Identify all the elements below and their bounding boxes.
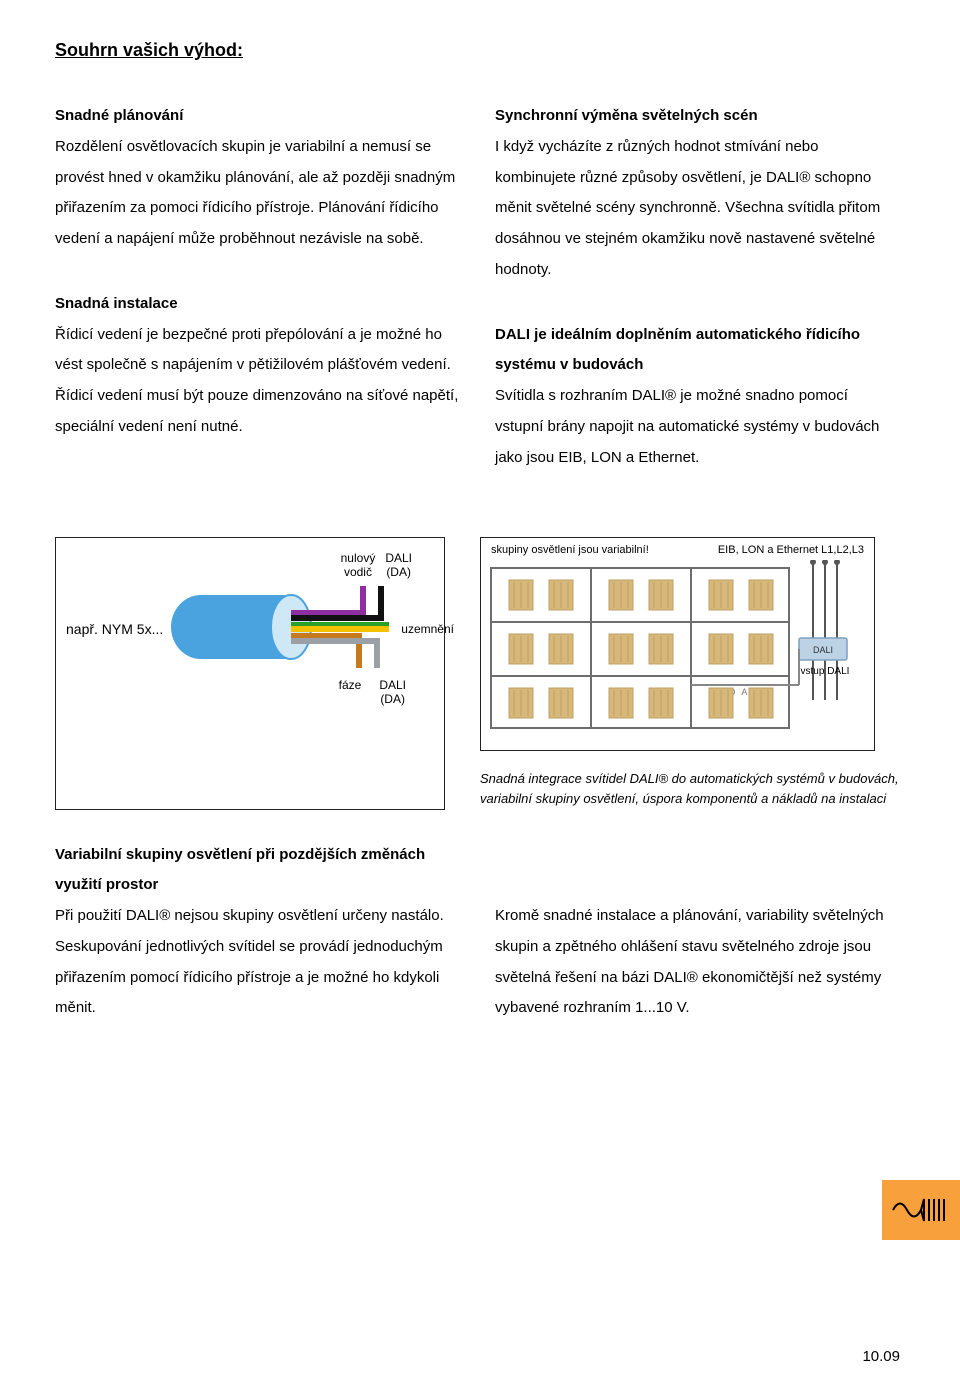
label-faze: fáze [339, 679, 362, 707]
text-dali-building: Svítidla s rozhraním DALI® je možné snad… [495, 387, 879, 466]
text-installation: Řídicí vedení je bezpečné proti přepólov… [55, 326, 458, 435]
bottom-right-col: Kromě snadné instalace a plánování, vari… [495, 840, 900, 1025]
left-column: Snadné plánování Rozdělení osvětlovacích… [55, 101, 460, 507]
text-planning: Rozdělení osvětlovacích skupin je variab… [55, 138, 455, 247]
page-title: Souhrn vašich výhod: [55, 40, 900, 61]
dimming-icon [882, 1180, 960, 1240]
heading-sync: Synchronní výměna světelných scén [495, 107, 758, 124]
heading-variable-groups: Variabilní skupiny osvětlení při pozdějš… [55, 846, 425, 894]
label-eib-lon: EIB, LON a Ethernet L1,L2,L3 [718, 544, 864, 556]
page-number: 10.09 [862, 1348, 900, 1365]
heading-planning: Snadné plánování [55, 107, 183, 124]
label-nulovy-vodic: nulovývodič [341, 552, 376, 580]
label-nym: např. NYM 5x... [66, 621, 163, 637]
label-dali-da-bottom: DALI(DA) [379, 679, 406, 707]
label-skupiny-variabilni: skupiny osvětlení jsou variabilní! [491, 544, 649, 556]
diagram-caption: Snadná integrace svítidel DALI® do autom… [480, 769, 900, 809]
text-sync: I když vycházíte z různých hodnot stmívá… [495, 138, 880, 278]
label-uzemneni: uzemnění [401, 622, 454, 636]
heading-installation: Snadná instalace [55, 295, 178, 312]
text-variable-groups: Při použití DALI® nejsou skupiny osvětle… [55, 907, 444, 1016]
right-column: Synchronní výměna světelných scén I když… [495, 101, 900, 507]
building-diagram: skupiny osvětlení jsou variabilní! EIB, … [480, 537, 875, 751]
label-dali-box: DALI [813, 645, 833, 655]
text-economy: Kromě snadné instalace a plánování, vari… [495, 907, 884, 1016]
building-svg: DALI vstup DALI D A L I [481, 560, 874, 740]
bottom-left-col: Variabilní skupiny osvětlení při pozdějš… [55, 840, 460, 1025]
cable-svg [171, 582, 391, 677]
heading-dali-building: DALI je ideálním doplněním automatického… [495, 326, 860, 374]
label-dali-da-top: DALI(DA) [385, 552, 412, 580]
label-vstup-dali: vstup DALI [801, 666, 850, 677]
cable-diagram: nulovývodič DALI(DA) např. NYM 5x... [55, 537, 445, 809]
